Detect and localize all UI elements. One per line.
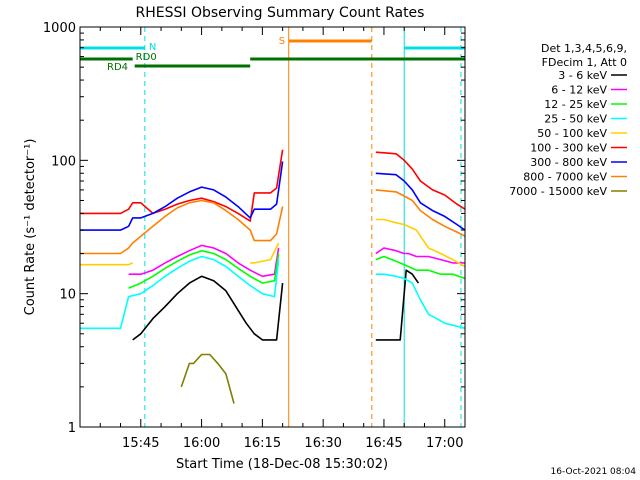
legend-entry-label: 12 - 25 keV: [544, 98, 607, 111]
series-line: [128, 249, 280, 289]
x-tick-label: 17:00: [426, 436, 463, 451]
legend-entry-label: 100 - 300 keV: [530, 142, 607, 155]
legend: Det 1,3,4,5,6,9,FDecim 1, Att 03 - 6 keV…: [509, 42, 627, 198]
x-tick-label: 16:30: [304, 436, 341, 451]
y-tick-label: 100: [51, 154, 76, 169]
saa-flag-label: S: [279, 36, 285, 47]
series-line: [375, 273, 466, 330]
series-line: [250, 242, 280, 264]
series-line: [375, 189, 466, 237]
flag-layer: N S RD0 RD4: [80, 27, 465, 427]
series-line: [80, 149, 284, 222]
series-line: [80, 262, 134, 266]
series-line: [128, 244, 280, 278]
x-axis-label: Start Time (18-Dec-08 15:30:02): [176, 457, 388, 472]
series-line: [375, 255, 466, 280]
series-line: [180, 353, 235, 404]
x-tick-label: 15:45: [122, 436, 159, 451]
y-axis-label: Count Rate (s⁻¹ detector⁻¹): [23, 139, 38, 316]
rd4-flag-label: RD4: [107, 62, 128, 73]
series-line: [375, 218, 466, 268]
x-tick-label: 16:45: [365, 436, 402, 451]
y-tick-label: 1: [68, 421, 76, 436]
series-line: [80, 161, 284, 231]
series-line: [375, 172, 466, 231]
plot-frame: [79, 26, 466, 428]
rd0-flag-label: RD0: [136, 52, 157, 63]
x-tick-label: 16:00: [183, 436, 220, 451]
legend-entry-label: 50 - 100 keV: [537, 127, 607, 140]
y-tick-label: 10: [59, 288, 76, 303]
series-line: [132, 275, 284, 341]
x-tick-label: 16:15: [244, 436, 281, 451]
legend-entry-label: 7000 - 15000 keV: [509, 185, 607, 198]
legend-entry-label: 300 - 800 keV: [530, 156, 607, 169]
series-line: [80, 255, 280, 330]
series-line: [375, 151, 466, 210]
legend-entry-label: 25 - 50 keV: [544, 113, 607, 126]
chart-title: RHESSI Observing Summary Count Rates: [136, 5, 425, 21]
x-axis: 15:45 16:00 16:15 16:30 16:45 17:00: [99, 27, 463, 451]
series-line: [375, 247, 465, 264]
legend-entry-label: 3 - 6 keV: [558, 69, 607, 82]
legend-header: FDecim 1, Att 0: [542, 56, 627, 69]
series-layer: [80, 149, 466, 404]
series-line: [80, 199, 284, 255]
legend-header: Det 1,3,4,5,6,9,: [541, 42, 627, 55]
night-flag-label: N: [149, 42, 156, 53]
footer-date: 16-Oct-2021 08:04: [551, 467, 637, 477]
y-tick-label: 1000: [43, 21, 76, 36]
legend-entry-label: 6 - 12 keV: [551, 84, 607, 97]
legend-entry-label: 800 - 7000 keV: [523, 171, 607, 184]
y-axis: 1 10 100 1000: [43, 21, 465, 436]
series-line: [375, 269, 420, 341]
